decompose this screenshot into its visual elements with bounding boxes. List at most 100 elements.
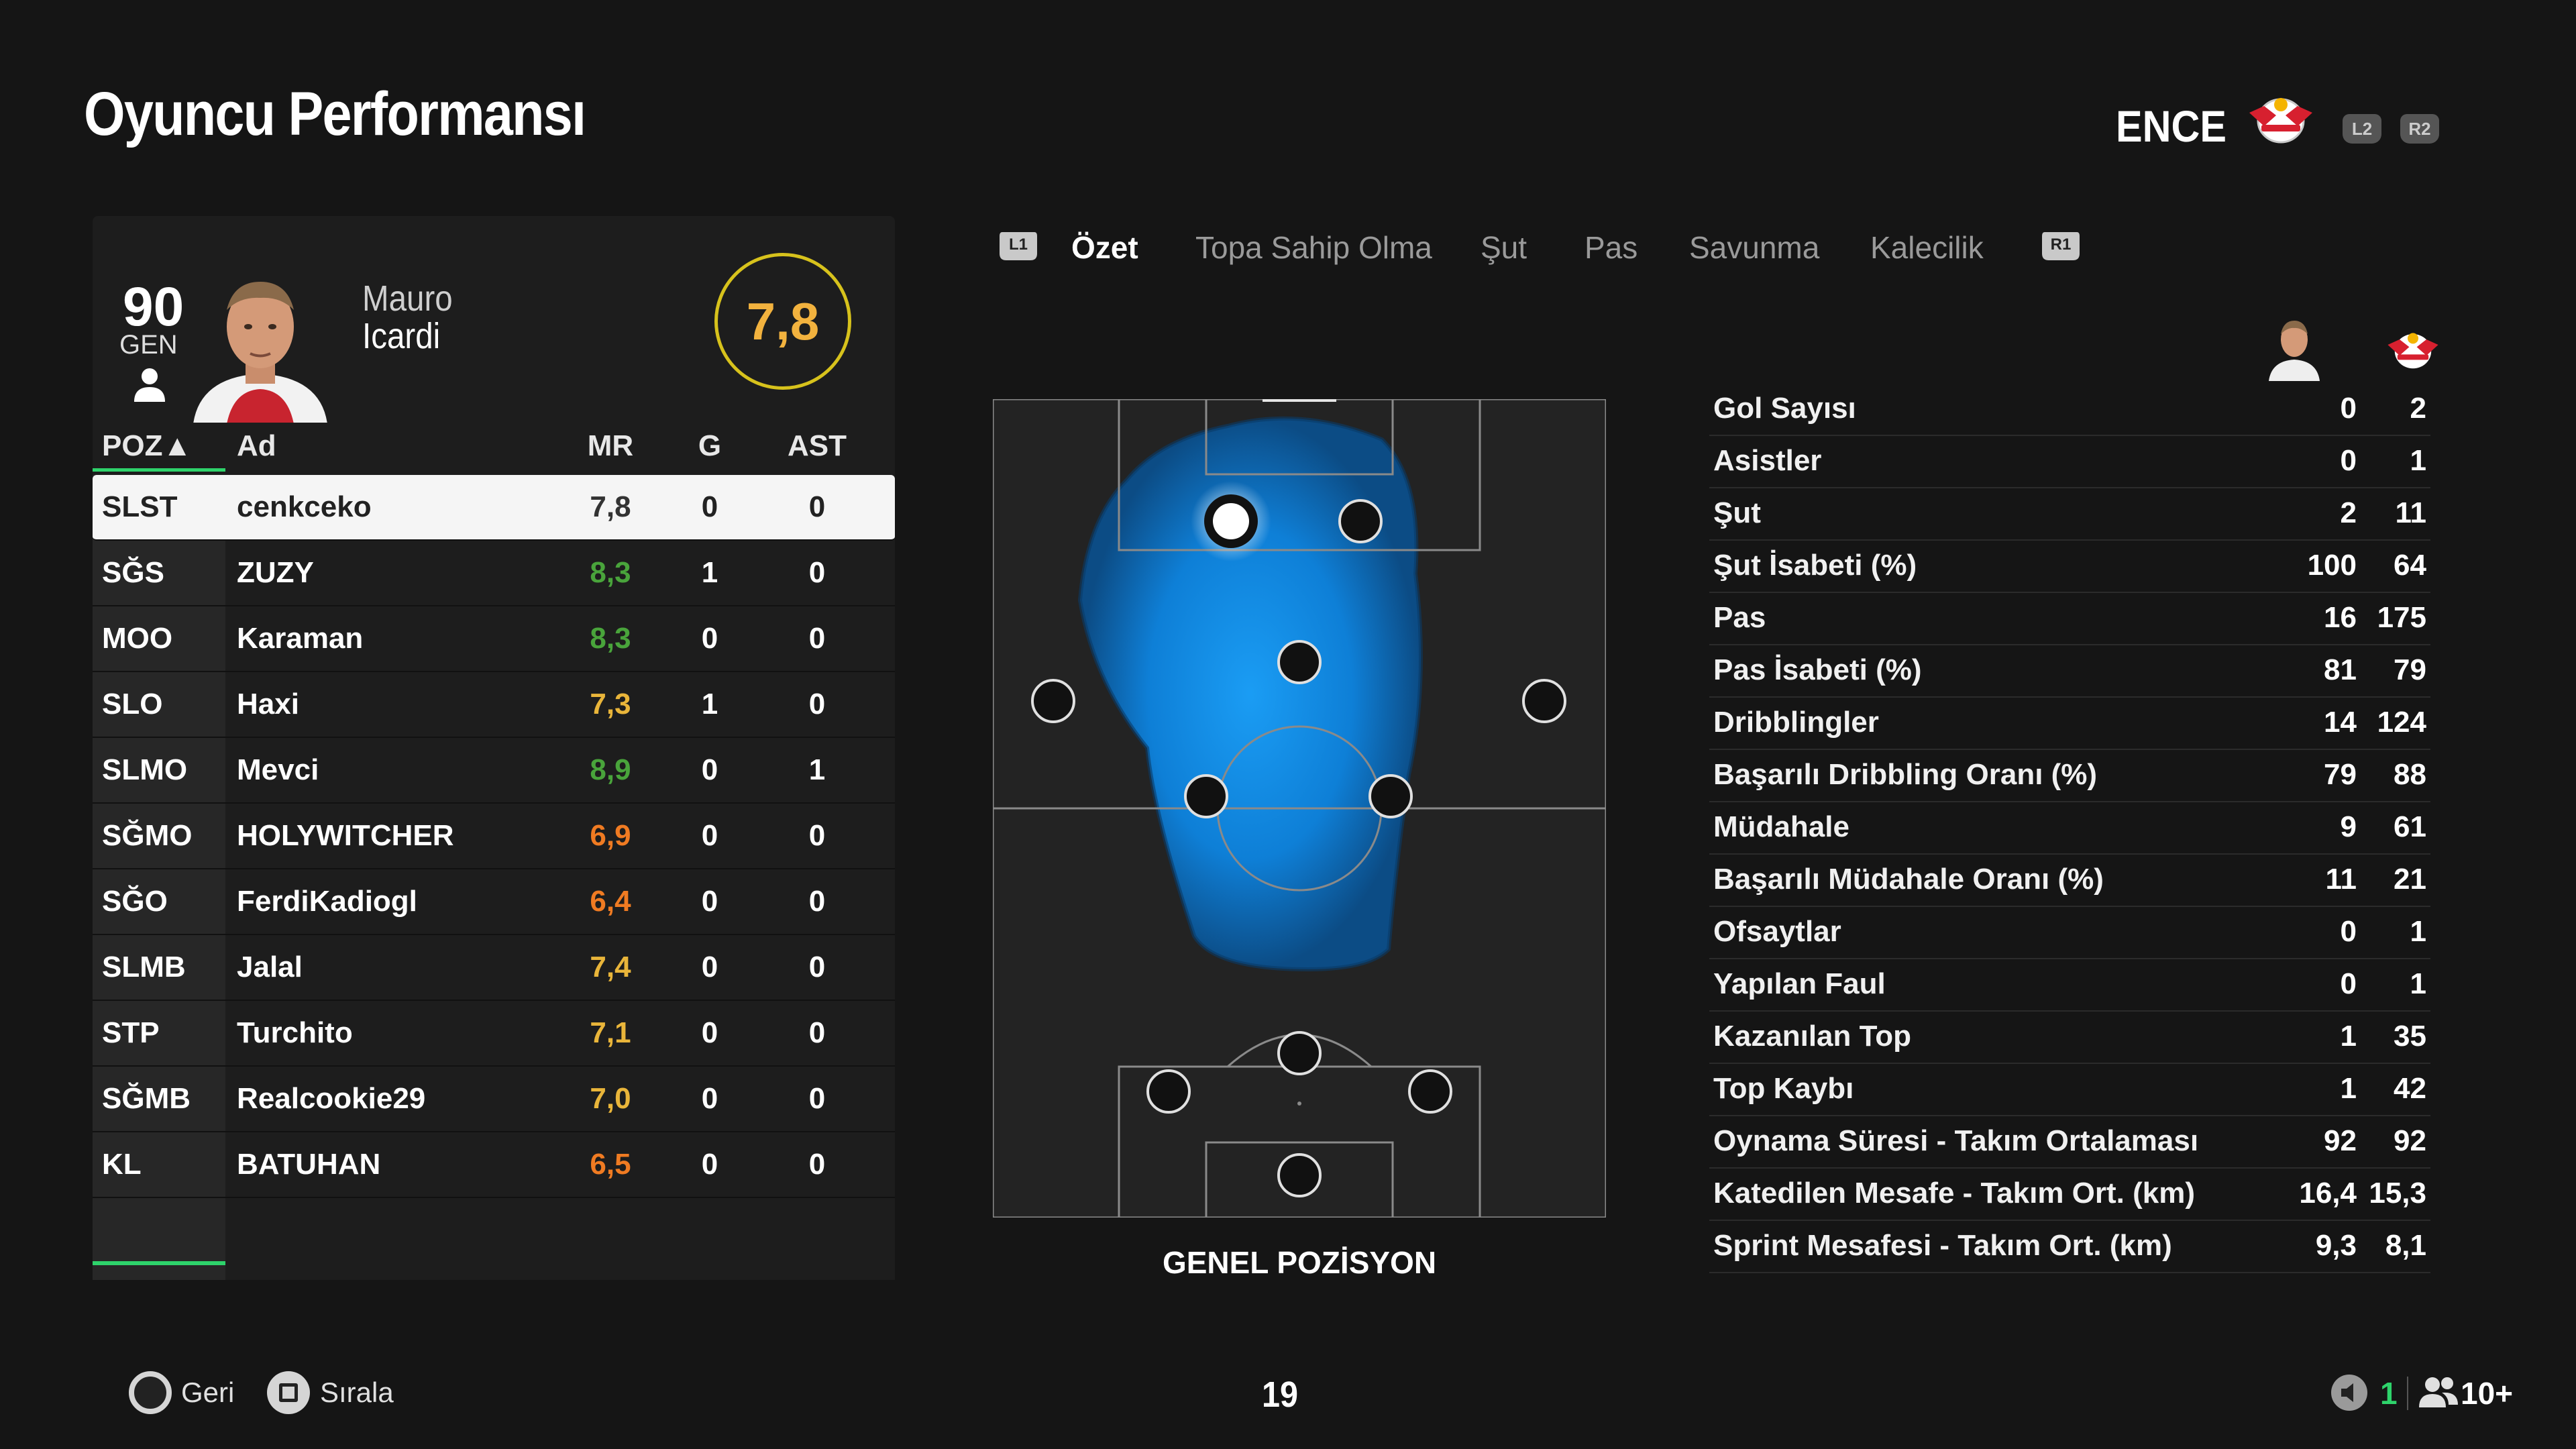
row-player-name: Turchito — [237, 1016, 353, 1049]
stat-player-value: 79 — [2324, 758, 2357, 791]
stat-row: Pas İsabeti (%) 81 79 — [1709, 644, 2430, 698]
row-goals: 0 — [701, 819, 718, 852]
stat-player-value: 2 — [2340, 496, 2357, 529]
row-player-name: Jalal — [237, 951, 303, 983]
stat-team-value: 1 — [2410, 967, 2426, 1000]
stat-row: Başarılı Dribbling Oranı (%) 79 88 — [1709, 749, 2430, 802]
stat-player-value: 9,3 — [2315, 1229, 2357, 1262]
stat-label: Oynama Süresi - Takım Ortalaması — [1713, 1124, 2199, 1157]
table-row[interactable]: SĞMB Realcookie29 7,0 0 0 — [93, 1067, 895, 1132]
row-player-name: ZUZY — [237, 556, 314, 589]
circle-button-icon[interactable] — [129, 1371, 172, 1414]
stat-label: Yapılan Faul — [1713, 967, 1886, 1000]
table-row[interactable]: SLMO Mevci 8,9 0 1 — [93, 738, 895, 804]
r2-button[interactable]: R2 — [2400, 114, 2439, 144]
stat-player-value: 100 — [2307, 549, 2357, 582]
stat-row: Katedilen Mesafe - Takım Ort. (km) 16,4 15… — [1709, 1167, 2430, 1221]
stat-label: Dribblingler — [1713, 706, 1879, 739]
stat-row: Müdahale 9 61 — [1709, 801, 2430, 855]
header-name[interactable]: Ad — [237, 429, 276, 462]
overall-label: GEN — [119, 330, 178, 360]
back-label[interactable]: Geri — [181, 1377, 235, 1408]
stat-label: Gol Sayısı — [1713, 392, 1856, 425]
row-assists: 0 — [808, 1148, 826, 1181]
row-position: SLO — [102, 688, 163, 720]
stat-row: Yapılan Faul 0 1 — [1709, 958, 2430, 1012]
online-count: 1 — [2380, 1376, 2398, 1411]
header-rating[interactable]: MR — [587, 429, 634, 462]
table-row[interactable]: KL BATUHAN 6,5 0 0 — [93, 1132, 895, 1198]
position-heatmap — [991, 398, 1607, 1219]
stat-label: Şut İsabeti (%) — [1713, 549, 1917, 582]
l2-button[interactable]: L2 — [2343, 114, 2381, 144]
tab-savunma[interactable]: Savunma — [1689, 230, 1820, 265]
stat-label: Pas İsabeti (%) — [1713, 653, 1922, 686]
tab-ozet[interactable]: Özet — [1071, 230, 1138, 265]
stat-player-value: 16 — [2324, 601, 2357, 634]
row-player-name: Realcookie29 — [237, 1082, 426, 1115]
stat-player-value: 16,4 — [2299, 1177, 2357, 1210]
row-rating: 7,3 — [590, 688, 631, 720]
row-rating: 7,4 — [590, 951, 631, 983]
square-button-icon[interactable] — [267, 1371, 310, 1414]
stat-player-value: 0 — [2340, 915, 2357, 948]
tab-topa-sahip-olma[interactable]: Topa Sahip Olma — [1195, 230, 1432, 265]
user-icon — [133, 367, 166, 407]
row-goals: 0 — [701, 1016, 718, 1049]
table-row[interactable]: SLMB Jalal 7,4 0 0 — [93, 935, 895, 1001]
row-goals: 0 — [701, 490, 718, 523]
table-row[interactable]: SLST cenkceko 7,8 0 0 — [93, 475, 895, 541]
stat-row: Ofsaytlar 0 1 — [1709, 906, 2430, 959]
header-goals[interactable]: G — [698, 429, 722, 462]
stat-player-value: 1 — [2340, 1072, 2357, 1105]
stat-label: Asistler — [1713, 444, 1822, 477]
tab-pas[interactable]: Pas — [1585, 230, 1638, 265]
l1-button[interactable]: L1 — [998, 229, 1038, 263]
stat-label: Sprint Mesafesi - Takım Ort. (km) — [1713, 1229, 2172, 1262]
stat-row: Top Kaybı 1 42 — [1709, 1063, 2430, 1116]
tab-kalecilik[interactable]: Kalecilik — [1870, 230, 1984, 265]
stat-team-value: 175 — [2377, 601, 2426, 634]
tab-sut[interactable]: Şut — [1481, 230, 1527, 265]
stat-team-value: 11 — [2395, 496, 2426, 529]
sort-label[interactable]: Sırala — [320, 1377, 394, 1408]
table-row[interactable]: STP Turchito 7,1 0 0 — [93, 1001, 895, 1067]
stat-team-value: 64 — [2394, 549, 2426, 582]
row-position: SĞS — [102, 556, 164, 589]
header-assists[interactable]: AST — [788, 429, 847, 462]
table-row[interactable]: MOO Karaman 8,3 0 0 — [93, 606, 895, 672]
player-card: 90 GEN Mauro Icardi 7,8 — [93, 216, 895, 423]
stat-label: Kazanılan Top — [1713, 1020, 1911, 1053]
party-count: 10+ — [2461, 1376, 2514, 1411]
page-title: Oyuncu Performansı — [84, 80, 586, 148]
row-goals: 0 — [701, 1148, 718, 1181]
stat-team-value: 15,3 — [2369, 1177, 2426, 1210]
row-player-name: Karaman — [237, 622, 364, 655]
stat-row: Gol Sayısı 0 2 — [1709, 382, 2430, 436]
l1-label: L1 — [1008, 235, 1028, 254]
row-rating: 8,3 — [590, 556, 631, 589]
row-assists: 0 — [808, 1082, 826, 1115]
table-row[interactable]: SĞO FerdiKadiogl 6,4 0 0 — [93, 869, 895, 935]
stat-label: Ofsaytlar — [1713, 915, 1841, 948]
stat-team-value: 88 — [2394, 758, 2426, 791]
stats-team-crest-icon — [2383, 329, 2443, 372]
row-goals: 1 — [701, 556, 718, 589]
r1-button[interactable]: R1 — [2041, 229, 2081, 263]
table-row[interactable]: SLO Haxi 7,3 1 0 — [93, 672, 895, 738]
stat-team-value: 42 — [2394, 1072, 2426, 1105]
table-row[interactable]: SĞS ZUZY 8,3 1 0 — [93, 541, 895, 606]
stat-team-value: 61 — [2394, 810, 2426, 843]
header-position[interactable]: POZ▲ — [102, 429, 192, 462]
row-position: SLMB — [102, 951, 186, 983]
row-assists: 1 — [808, 753, 826, 786]
pitch-label: GENEL POZİSYON — [1162, 1245, 1437, 1280]
row-goals: 0 — [701, 622, 718, 655]
roster-table: POZ▲ Ad MR G AST SLST cenkceko 7,8 0 0 SĞS ZUZ… — [93, 423, 895, 1280]
scroll-indicator — [93, 1261, 225, 1265]
table-row[interactable]: SĞMO HOLYWITCHER 6,9 0 0 — [93, 804, 895, 869]
stat-row: Dribblingler 14 124 — [1709, 696, 2430, 750]
stat-player-value: 11 — [2325, 863, 2357, 896]
row-rating: 8,9 — [590, 753, 631, 786]
stat-team-value: 124 — [2377, 706, 2426, 739]
